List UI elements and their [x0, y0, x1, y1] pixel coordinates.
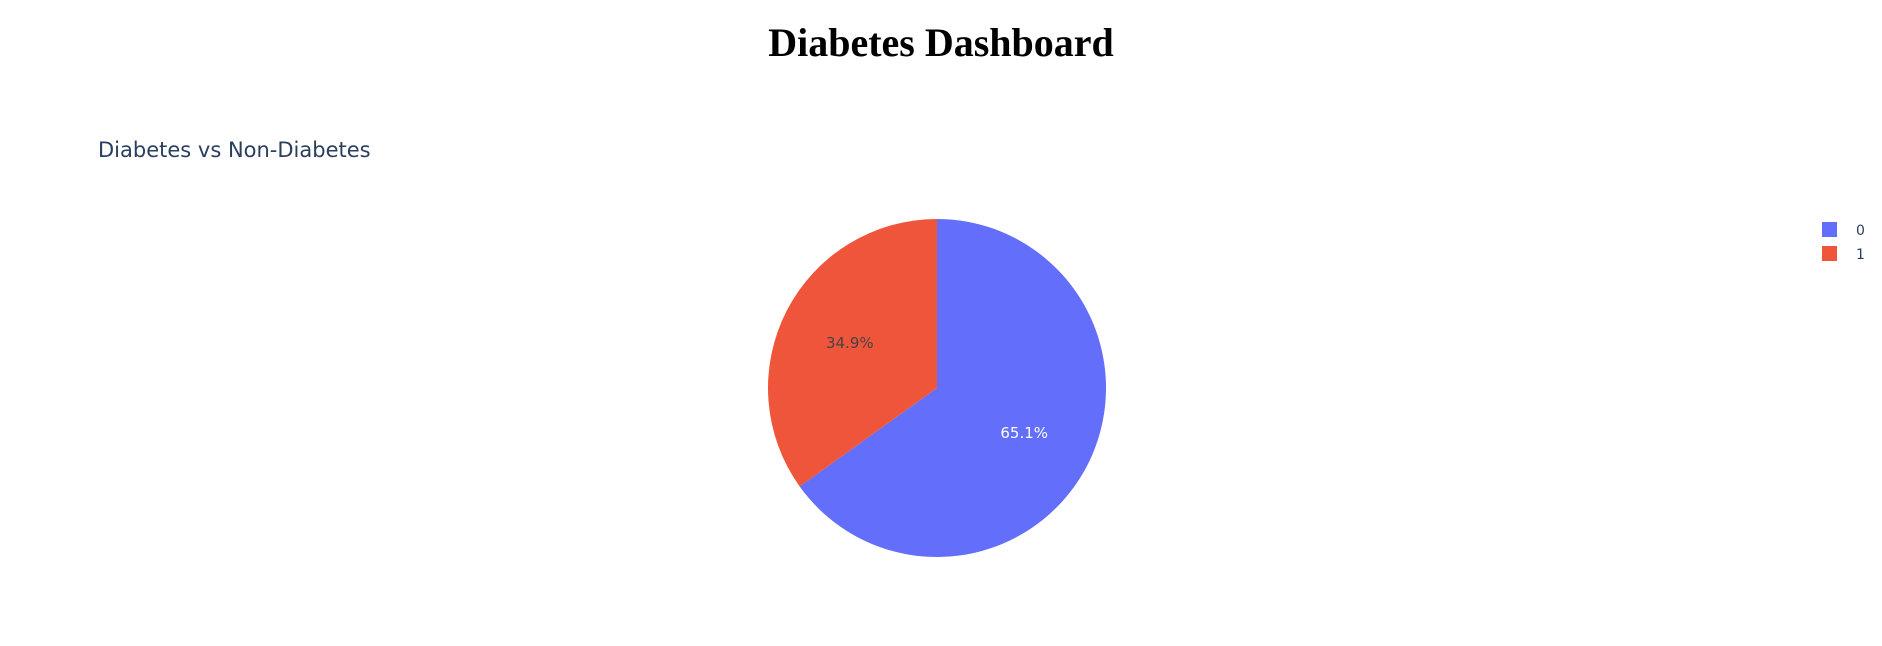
- pie-slices: [768, 219, 1106, 557]
- legend-swatch-1[interactable]: [1822, 246, 1837, 261]
- slice-label-1: 34.9%: [826, 334, 874, 352]
- pie-slice-1[interactable]: [768, 219, 937, 487]
- legend-label-0[interactable]: 0: [1856, 223, 1865, 239]
- pie-slice-labels: 65.1% 34.9%: [826, 334, 1048, 442]
- pie-slice-0[interactable]: [799, 219, 1106, 557]
- legend-swatch-0[interactable]: [1822, 222, 1837, 237]
- legend: 01: [1822, 222, 1865, 263]
- chart-title: Diabetes vs Non-Diabetes: [98, 138, 371, 162]
- legend-label-1[interactable]: 1: [1856, 247, 1865, 263]
- page-title: Diabetes Dashboard: [768, 20, 1114, 65]
- slice-label-0: 65.1%: [1000, 424, 1048, 442]
- pie-chart: Diabetes vs Non-Diabetes 65.1%34.9% 01: [98, 138, 1865, 557]
